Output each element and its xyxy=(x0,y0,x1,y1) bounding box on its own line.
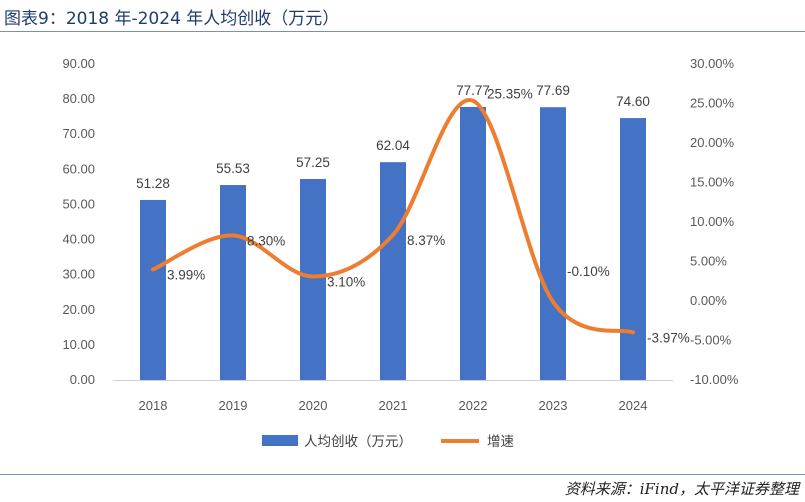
right-tick-label: 20.00% xyxy=(690,135,735,150)
line-label-2022: 25.35% xyxy=(487,87,533,102)
growth-line xyxy=(151,98,635,335)
line-label-2021: 8.37% xyxy=(407,233,445,248)
line-label-2019: 8.30% xyxy=(247,233,285,248)
right-tick-label: 10.00% xyxy=(690,214,735,229)
legend: 人均创收（万元） 增速 xyxy=(262,434,514,450)
left-tick-label: 50.00 xyxy=(62,196,95,211)
legend-line-label: 增速 xyxy=(487,434,514,450)
left-axis: 0.00 10.00 20.00 30.00 40.00 50.00 60.00 70.00 8… xyxy=(62,56,95,387)
left-tick-label: 10.00 xyxy=(62,337,95,352)
footer-divider xyxy=(0,474,805,475)
left-tick-label: 90.00 xyxy=(62,56,95,71)
x-tick-label: 2022 xyxy=(459,398,488,413)
left-tick-label: 60.00 xyxy=(62,161,95,176)
bar-2023 xyxy=(540,107,566,381)
x-tick-label: 2019 xyxy=(219,398,248,413)
right-tick-label: 15.00% xyxy=(690,175,735,190)
right-tick-label: 30.00% xyxy=(690,56,735,71)
x-tick-label: 2021 xyxy=(379,398,408,413)
bar-2021 xyxy=(380,162,406,380)
right-tick-label: 5.00% xyxy=(690,254,727,269)
x-tick-label: 2018 xyxy=(139,398,168,413)
chart-title: 图表9：2018 年-2024 年人均创收（万元） xyxy=(4,9,340,29)
right-tick-label: -5.00% xyxy=(690,333,732,348)
bar-label-2020: 57.25 xyxy=(296,155,330,170)
bar-label-2019: 55.53 xyxy=(216,161,250,176)
bar-label-2021: 62.04 xyxy=(376,138,410,153)
left-tick-label: 70.00 xyxy=(62,126,95,141)
line-label-2020: 3.10% xyxy=(327,275,365,290)
bar-label-2018: 51.28 xyxy=(136,176,170,191)
bar-2019 xyxy=(220,185,246,380)
left-tick-label: 20.00 xyxy=(62,302,95,317)
right-tick-label: -10.00% xyxy=(690,372,739,387)
source-note: 资料来源：iFind，太平洋证券整理 xyxy=(564,480,799,498)
line-data-labels: 3.99% 8.30% 3.10% 8.37% 25.35% -0.10% -3.97% xyxy=(167,87,690,346)
legend-bar-swatch xyxy=(262,435,298,446)
left-tick-label: 40.00 xyxy=(62,232,95,247)
bar-label-2023: 77.69 xyxy=(536,83,570,98)
bar-2022 xyxy=(460,106,486,380)
right-axis: -10.00% -5.00% 0.00% 5.00% 10.00% 15.00% 20.00… xyxy=(690,56,739,387)
bar-series xyxy=(140,106,646,381)
right-tick-label: 0.00% xyxy=(690,293,727,308)
bar-2024 xyxy=(620,118,646,381)
line-label-2023: -0.10% xyxy=(567,264,610,279)
legend-bar-label: 人均创收（万元） xyxy=(304,434,412,450)
x-axis: 2018 2019 2020 2021 2022 2023 2024 xyxy=(139,398,648,413)
line-label-2018: 3.99% xyxy=(167,267,205,282)
line-label-2024: -3.97% xyxy=(647,330,690,345)
chart: 0.00 10.00 20.00 30.00 40.00 50.00 60.00 70.00 8… xyxy=(62,56,739,450)
bar-2018 xyxy=(140,199,166,380)
bar-label-2022: 77.77 xyxy=(456,83,490,98)
x-tick-label: 2020 xyxy=(299,398,328,413)
x-tick-label: 2023 xyxy=(539,398,568,413)
right-tick-label: 25.00% xyxy=(690,96,735,111)
bar-data-labels: 51.28 55.53 57.25 62.04 77.77 77.69 74.60 xyxy=(136,83,650,191)
title-divider xyxy=(0,31,805,32)
left-tick-label: 80.00 xyxy=(62,91,95,106)
x-tick-label: 2024 xyxy=(619,398,648,413)
left-tick-label: 30.00 xyxy=(62,267,95,282)
bar-2020 xyxy=(300,178,326,380)
left-tick-label: 0.00 xyxy=(70,372,95,387)
bar-label-2024: 74.60 xyxy=(616,94,650,109)
